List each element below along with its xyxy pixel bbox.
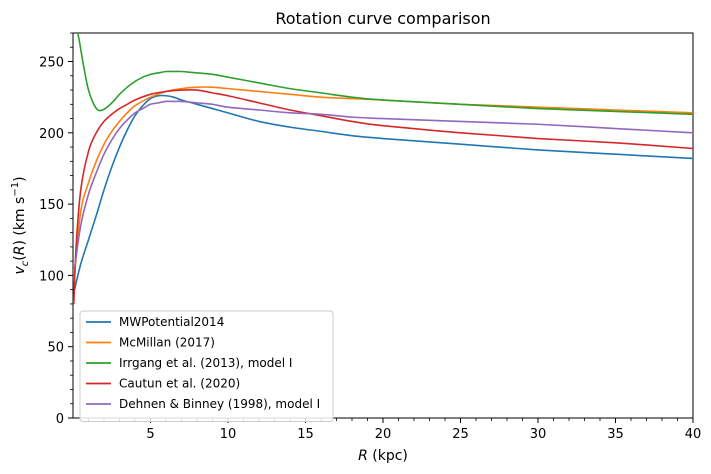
x-tick-label: 15 (297, 427, 314, 442)
series-line-3 (76, 33, 693, 116)
x-tick-label: 20 (375, 427, 392, 442)
legend-label-4: Cautun et al. (2020) (119, 377, 240, 391)
x-tick-label: 25 (452, 427, 469, 442)
legend-label-3: Irrgang et al. (2013), model I (119, 356, 292, 370)
data-series (73, 33, 693, 304)
x-tick-label: 10 (220, 427, 237, 442)
x-axis-label: R (kpc) (358, 448, 408, 464)
legend-label-2: McMillan (2017) (119, 336, 215, 350)
x-tick-label: 35 (607, 427, 624, 442)
y-tick-label: 250 (39, 56, 64, 71)
series-line-5 (73, 100, 693, 269)
axis-ticks: 5 10 15 20 25 30 35 40 0 50 100 150 200 250 (39, 32, 702, 442)
y-axis-label: vc(R) (km s−1) (10, 176, 31, 274)
y-tick-label: 0 (56, 412, 64, 427)
x-tick-label: 5 (146, 427, 154, 442)
legend-label-5: Dehnen & Binney (1998), model I (119, 397, 320, 411)
y-tick-label: 200 (39, 127, 64, 142)
y-tick-label: 100 (39, 269, 64, 284)
y-tick-label: 50 (47, 341, 64, 356)
series-line-2 (73, 86, 693, 276)
x-tick-label: 30 (530, 427, 547, 442)
x-tick-label: 40 (685, 427, 702, 442)
chart-title: Rotation curve comparison (275, 9, 490, 28)
legend-label-1: MWPotential2014 (119, 315, 224, 329)
series-line-1 (73, 94, 693, 290)
series-clip-group (73, 33, 693, 304)
legend: MWPotential2014 McMillan (2017) Irrgang et… (79, 310, 334, 422)
y-tick-label: 150 (39, 198, 64, 213)
series-line-4 (73, 88, 693, 304)
axis-labels: R (kpc) vc(R) (km s−1) (10, 176, 408, 464)
legend-box (79, 310, 334, 422)
